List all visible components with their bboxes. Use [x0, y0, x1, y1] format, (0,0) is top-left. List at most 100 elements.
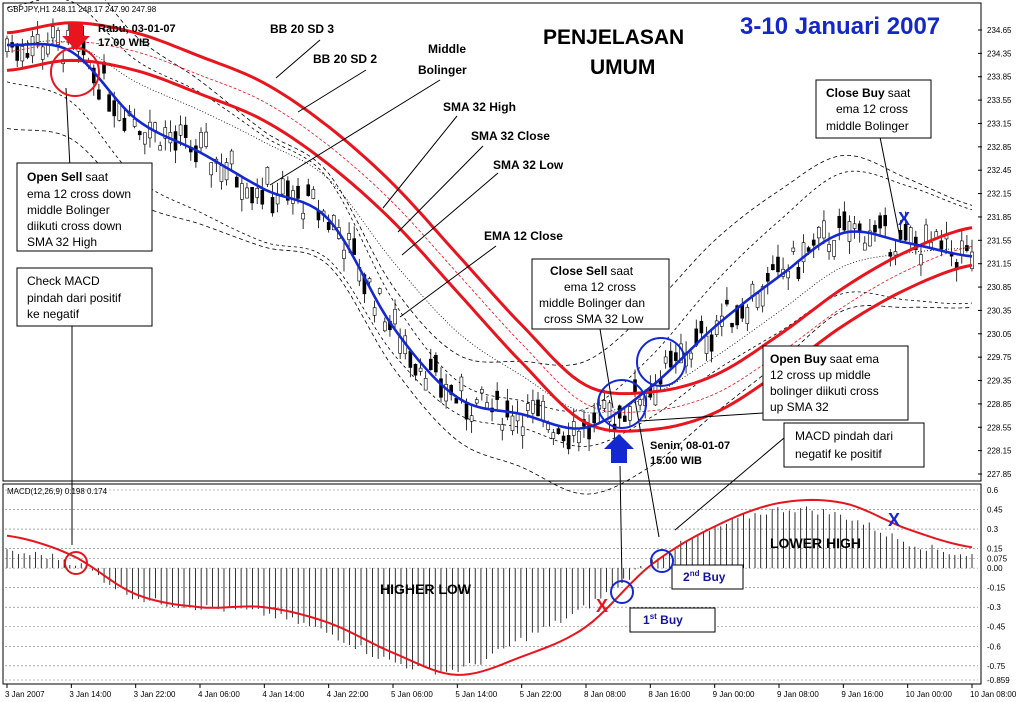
- macd-histogram: [6, 506, 973, 675]
- candle-body: [822, 220, 826, 239]
- macd-tick-label: 0.45: [987, 506, 1003, 515]
- candle-body: [434, 354, 438, 373]
- price-tick-label: 233.55: [987, 96, 1012, 105]
- candle-body: [638, 399, 642, 406]
- candle-body: [653, 384, 658, 406]
- macd-tick-label: 0.00: [987, 564, 1003, 573]
- candle-body: [280, 178, 285, 195]
- candle-body: [326, 221, 331, 230]
- candle-body: [474, 399, 479, 404]
- candle-body: [428, 358, 433, 370]
- time-tick-label: 10 Jan 08:00: [970, 690, 1017, 699]
- price-tick-label: 228.85: [987, 400, 1012, 409]
- candle-body: [556, 428, 561, 435]
- price-tick-label: 233.15: [987, 119, 1012, 128]
- candle-body: [454, 398, 459, 404]
- second-buy-circle: [650, 549, 674, 573]
- macd-tick-label: 0.6: [987, 486, 999, 495]
- price-tick-label: 234.35: [987, 49, 1012, 58]
- candle-body: [525, 403, 530, 411]
- svg-text:bolinger diikuti cross: bolinger diikuti cross: [770, 384, 879, 398]
- sma-32-high-line: [6, 21, 973, 396]
- candle-body: [827, 244, 831, 252]
- candle-body: [30, 36, 35, 57]
- candle-body: [852, 223, 857, 229]
- candle-body: [760, 286, 765, 307]
- candle-body: [204, 131, 208, 147]
- candle-body: [158, 145, 162, 151]
- open-buy-callout: Open Buy saat ema 12 cross up middle boli…: [762, 345, 909, 421]
- candle-body: [704, 335, 709, 354]
- time-tick-label: 3 Jan 14:00: [69, 690, 111, 699]
- candle-body: [480, 389, 484, 394]
- candle-body: [878, 215, 882, 229]
- price-tick-label: 232.15: [987, 190, 1012, 199]
- page-subtitle: UMUM: [590, 56, 655, 79]
- svg-text:middle Bolinger: middle Bolinger: [826, 119, 909, 133]
- candle-body: [566, 435, 571, 450]
- open-buy-circle: [636, 337, 686, 387]
- price-tick-label: 231.15: [987, 260, 1012, 269]
- price-tick-label: 230.35: [987, 306, 1012, 315]
- candle-body: [811, 239, 816, 246]
- macd-tick-label: -0.859: [987, 676, 1010, 685]
- macd-sell-circle: [64, 551, 88, 575]
- price-tick-label: 230.05: [987, 330, 1012, 339]
- page-title: PENJELASAN: [543, 26, 684, 49]
- candle-body: [536, 399, 540, 417]
- time-tick-label: 8 Jan 16:00: [648, 690, 690, 699]
- date-title: 3-10 Januari 2007: [740, 13, 940, 40]
- svg-text:middle Bolinger: middle Bolinger: [27, 203, 110, 217]
- candle-body: [372, 307, 377, 316]
- candle-body: [577, 430, 581, 444]
- bollinger-band-line: [104, 0, 973, 366]
- candle-body: [786, 270, 790, 279]
- check-macd-callout: Check MACD pindah dari positif ke negati…: [16, 267, 153, 327]
- price-tick-label: 231.85: [987, 213, 1012, 222]
- candle-body: [183, 124, 188, 138]
- candle-body: [209, 162, 214, 176]
- second-buy-box: 2nd Buy: [671, 564, 744, 590]
- bollinger-band-line: [6, 128, 973, 495]
- svg-text:ema 12 cross: ema 12 cross: [836, 102, 908, 116]
- candle-body: [459, 376, 464, 392]
- svg-text:diikuti cross down: diikuti cross down: [27, 219, 122, 233]
- label-bb-sd3: BB 20 SD 3: [270, 22, 334, 36]
- candle-body: [377, 288, 382, 294]
- candle-body: [765, 273, 770, 282]
- ema-line: [6, 42, 973, 430]
- candle-body: [551, 432, 556, 439]
- candle-body: [423, 378, 428, 391]
- close-buy-callout: Close Buy saat ema 12 cross middle Boling…: [815, 79, 932, 139]
- svg-text:1st Buy: 1st Buy: [643, 612, 683, 627]
- candle-body: [623, 415, 627, 422]
- candle-body: [20, 46, 25, 62]
- candle-body: [776, 256, 780, 273]
- close-sell-circle: [597, 379, 647, 429]
- candle-body: [367, 278, 372, 283]
- svg-text:negatif ke positif: negatif ke positif: [795, 447, 882, 461]
- candle-body: [541, 400, 545, 422]
- candle-body: [15, 43, 20, 61]
- candle-body: [520, 426, 525, 436]
- candle-body: [837, 215, 842, 228]
- first-buy-box: 1st Buy: [629, 607, 716, 633]
- candle-body: [883, 215, 888, 227]
- candle-body: [924, 224, 928, 243]
- time-tick-label: 5 Jan 06:00: [391, 690, 433, 699]
- macd-tick-label: -0.15: [987, 584, 1006, 593]
- candle-body: [485, 402, 489, 409]
- label-sma-low: SMA 32 Low: [493, 158, 564, 172]
- candle-body: [107, 94, 111, 112]
- candle-body: [668, 350, 673, 368]
- candle-body: [903, 224, 908, 241]
- candle-body: [873, 224, 877, 233]
- macd-signal-line: [6, 498, 973, 676]
- candle-body: [240, 183, 244, 200]
- candle-body: [908, 227, 913, 244]
- time-tick-label: 4 Jan 22:00: [327, 690, 369, 699]
- ema-12-close-line: [6, 42, 973, 430]
